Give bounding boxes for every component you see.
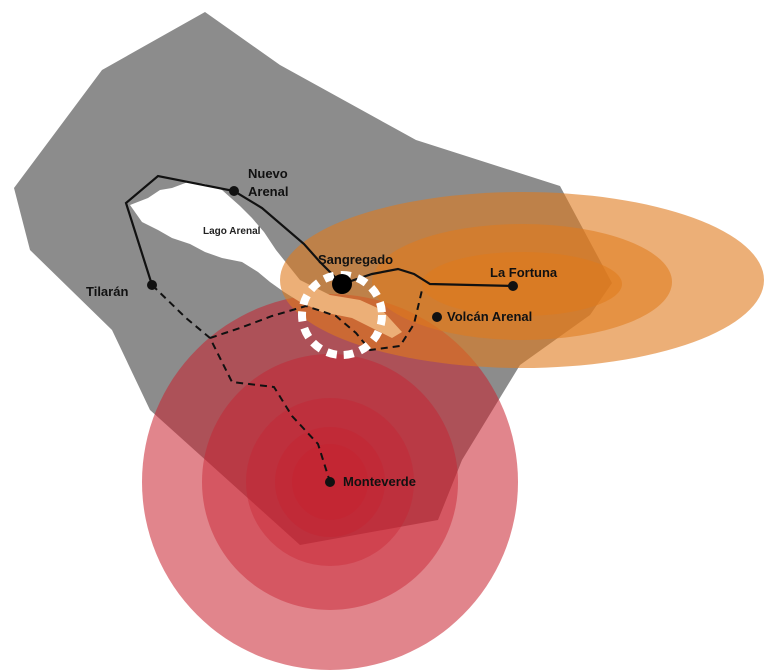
monteverde-marker[interactable] bbox=[325, 477, 335, 487]
sangregado-hub-marker[interactable] bbox=[332, 274, 352, 294]
nuevo-arenal-label: Nuevo Arenal bbox=[248, 166, 291, 199]
unpaved-road-tilaran-monteverde bbox=[151, 284, 331, 483]
orange-zone-ring-3 bbox=[422, 252, 622, 316]
la-fortuna-marker[interactable] bbox=[508, 281, 518, 291]
nuevo-arenal-label-line2: Arenal bbox=[248, 184, 288, 199]
lake-label: Lago Arenal bbox=[203, 226, 261, 237]
monteverde-label: Monteverde bbox=[343, 474, 416, 489]
unpaved-road-branch bbox=[209, 289, 423, 352]
tilaran-label: Tilarán bbox=[86, 284, 128, 299]
sangregado-label: Sangregado bbox=[318, 252, 393, 267]
la-fortuna-label: La Fortuna bbox=[490, 265, 558, 280]
volcan-arenal-marker[interactable] bbox=[432, 312, 442, 322]
volcan-arenal-label: Volcán Arenal bbox=[447, 309, 532, 324]
la-fortuna-influence-zone bbox=[280, 192, 764, 368]
paved-road bbox=[124, 174, 514, 288]
tilaran-marker[interactable] bbox=[147, 280, 157, 290]
nuevo-arenal-marker[interactable] bbox=[229, 186, 239, 196]
nuevo-arenal-label-line1: Nuevo bbox=[248, 166, 288, 181]
